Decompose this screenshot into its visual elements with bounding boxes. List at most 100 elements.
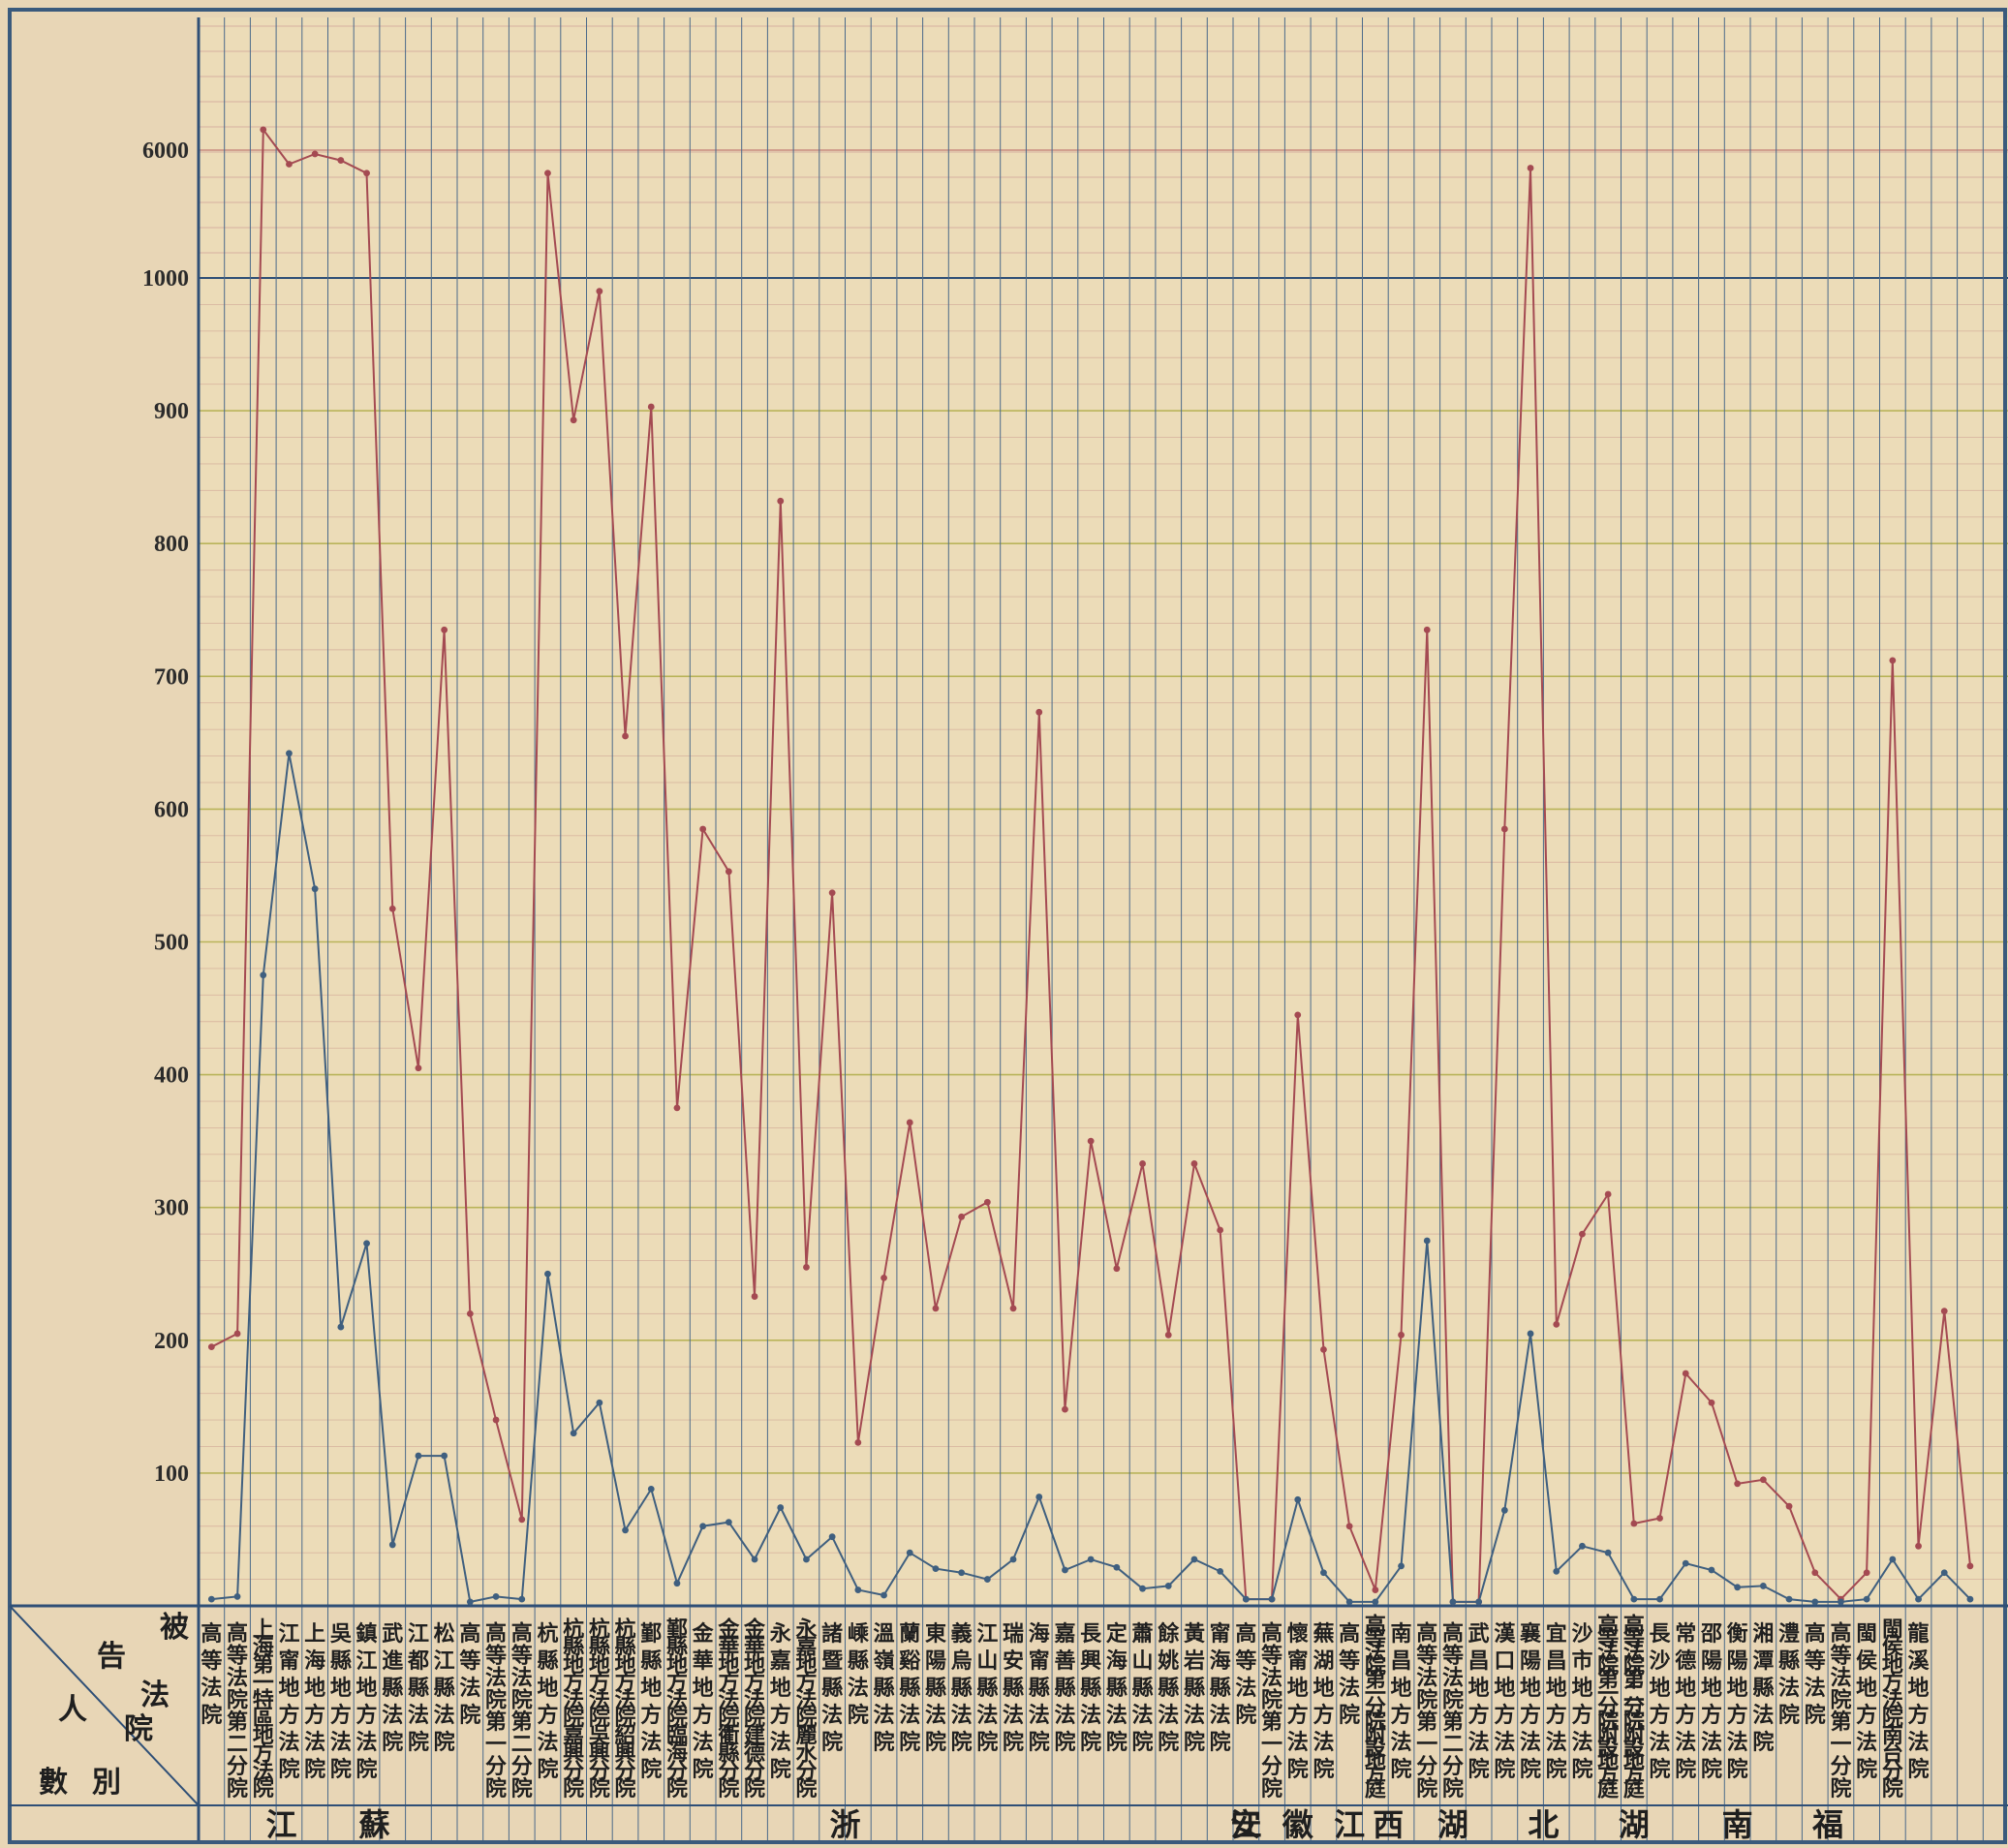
data-point xyxy=(1164,1331,1172,1339)
data-point xyxy=(1863,1595,1870,1603)
court-label: 漢口地方法院 xyxy=(1494,1621,1516,1782)
data-point xyxy=(647,403,655,411)
court-label: 沙市地方法院 xyxy=(1571,1621,1592,1782)
court-label: 高等法院第一分院 xyxy=(1416,1621,1437,1802)
court-label: 杭縣地方法院吳興分院 xyxy=(589,1617,611,1802)
data-point xyxy=(363,1240,370,1247)
data-point xyxy=(906,1119,913,1126)
header-label: 告 xyxy=(97,1640,126,1674)
court-label: 金華地方法院衢縣分院 xyxy=(717,1617,740,1802)
y-tick-label: 200 xyxy=(154,1329,189,1354)
data-point xyxy=(777,497,785,505)
data-point xyxy=(260,126,267,134)
data-point xyxy=(388,1541,396,1549)
data-point xyxy=(1785,1502,1793,1510)
data-point xyxy=(596,1399,603,1406)
data-point xyxy=(1604,1190,1612,1198)
data-point xyxy=(1217,1226,1224,1234)
court-label: 松江縣法院 xyxy=(434,1621,455,1755)
data-point xyxy=(466,1598,474,1606)
data-point xyxy=(286,750,293,757)
y-axis: 100 200 300 400 500 600 700 800 900 1000 6000 xyxy=(142,139,189,1487)
data-point xyxy=(1087,1555,1095,1563)
court-label: 江都縣法院 xyxy=(407,1621,429,1755)
court-label: 東陽縣法院 xyxy=(925,1621,946,1755)
data-point xyxy=(1294,1011,1302,1019)
court-label: 甯海縣法院 xyxy=(1210,1621,1231,1755)
court-label: 鎮江地方法院 xyxy=(356,1621,378,1782)
court-label: 高等法院第一分院附設地方庭 xyxy=(1365,1613,1387,1802)
court-label: 杭縣地方法院 xyxy=(537,1621,558,1782)
y-tick-label: 400 xyxy=(154,1063,189,1089)
court-label: 懷甯地方法院 xyxy=(1287,1621,1309,1782)
data-point xyxy=(854,1438,862,1446)
data-point xyxy=(1527,1330,1534,1338)
data-point xyxy=(1889,657,1897,664)
header-label: 別 xyxy=(92,1766,121,1800)
outer-frame xyxy=(8,8,2007,1844)
data-point xyxy=(1320,1569,1327,1577)
court-label: 蕭山縣法院 xyxy=(1132,1621,1154,1755)
court-label: 蕪湖地方法院 xyxy=(1313,1621,1334,1782)
data-point xyxy=(492,1593,500,1600)
data-point xyxy=(1579,1230,1586,1238)
data-point xyxy=(1423,1237,1431,1245)
data-point xyxy=(1708,1566,1715,1574)
court-label: 高等法院 xyxy=(1339,1621,1360,1728)
data-point xyxy=(725,1519,732,1526)
data-point xyxy=(958,1569,966,1577)
data-point xyxy=(725,868,732,876)
header-label: 法 xyxy=(140,1679,170,1712)
y-tick-label: 800 xyxy=(154,532,189,557)
court-label: 金華地方法院建德分院 xyxy=(743,1617,766,1802)
data-point xyxy=(983,1198,991,1206)
court-label: 鄞縣地方法院 xyxy=(640,1621,662,1782)
data-point xyxy=(207,1343,215,1351)
province-label: 湖 xyxy=(1437,1806,1468,1843)
data-point xyxy=(906,1549,913,1556)
data-point xyxy=(1035,708,1043,716)
data-point xyxy=(1164,1583,1172,1589)
y-tick-label: 700 xyxy=(154,664,189,690)
court-label: 南昌地方法院 xyxy=(1391,1621,1412,1782)
data-point xyxy=(777,1504,785,1511)
data-point xyxy=(1940,1308,1948,1315)
data-point xyxy=(1940,1569,1948,1577)
court-label: 高等法院第一分院 xyxy=(485,1621,507,1802)
chart-grid xyxy=(8,8,2008,1844)
province-label: 北 xyxy=(1528,1806,1559,1843)
court-label: 吳縣地方法院 xyxy=(330,1621,353,1782)
court-label: 上海地方法院 xyxy=(304,1621,325,1782)
data-point xyxy=(1785,1595,1793,1603)
court-label: 高等法院第二分院附設地方庭 xyxy=(1623,1613,1646,1802)
header-label: 數 xyxy=(39,1766,68,1800)
data-point xyxy=(854,1586,862,1593)
data-point xyxy=(441,626,448,633)
data-point xyxy=(415,1452,422,1460)
data-point xyxy=(1113,1563,1121,1571)
data-point xyxy=(1759,1476,1767,1484)
data-point xyxy=(518,1595,526,1603)
data-point xyxy=(1889,1555,1897,1563)
data-series xyxy=(207,126,1974,1606)
data-point xyxy=(1449,1598,1457,1606)
data-point xyxy=(1682,1370,1689,1377)
y-tick-label: 300 xyxy=(154,1196,189,1221)
data-point xyxy=(1398,1562,1405,1570)
data-point xyxy=(1811,1598,1819,1606)
data-point xyxy=(492,1416,500,1424)
data-point xyxy=(828,1533,836,1541)
court-label: 義烏縣法院 xyxy=(951,1621,973,1755)
data-point xyxy=(1553,1567,1560,1575)
data-point xyxy=(828,889,836,897)
data-point xyxy=(466,1309,474,1317)
data-point xyxy=(1217,1567,1224,1575)
data-point xyxy=(803,1555,810,1563)
data-point xyxy=(260,971,267,979)
data-point xyxy=(1372,1586,1379,1593)
data-point xyxy=(751,1293,758,1300)
y-tick-label: 1000 xyxy=(142,266,189,292)
court-label: 餘姚縣法院 xyxy=(1157,1621,1180,1755)
data-point xyxy=(1294,1495,1302,1503)
